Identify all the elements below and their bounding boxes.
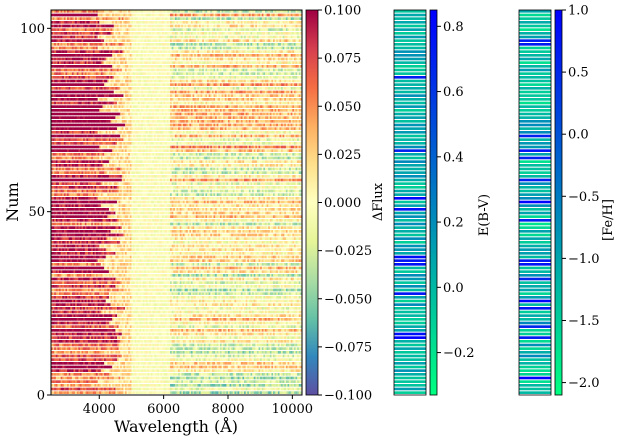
heatmap-row [51,296,302,299]
heatmap-row [51,322,302,325]
heatmap-row [51,384,302,387]
heatmap-row [51,344,302,347]
heatmap-row [51,358,302,361]
heatmap-rows [51,10,302,394]
heatmap-row [51,373,302,376]
heatmap-row [51,318,302,321]
heatmap-row [51,388,302,391]
heatmap-row [51,351,302,354]
heatmap-row [51,355,302,358]
heatmap-row [51,311,302,314]
heatmap-row [51,380,302,383]
heatmap-row [51,340,302,343]
heatmap-row [51,314,302,317]
heatmap-row [51,333,302,336]
heatmap-row [51,377,302,380]
heatmap-row [51,300,302,303]
figure: 4000 6000 8000 10000 050100 Wavelength (Å) … [0,0,623,442]
heatmap-row [51,336,302,339]
heatmap-row [51,325,302,328]
heatmap-row [51,303,302,306]
heatmap-row [51,366,302,369]
heatmap-row [51,329,302,332]
heatmap-row [51,369,302,372]
heatmap-row [51,347,302,350]
heatmap-row [51,307,302,310]
heatmap-row [51,362,302,365]
heatmap-row [51,391,302,394]
